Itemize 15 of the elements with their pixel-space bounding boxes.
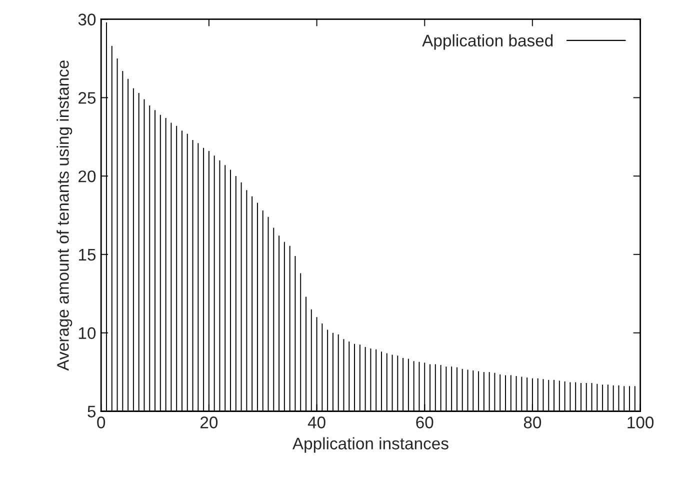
y-tick-label: 15 [78, 249, 96, 261]
y-tick-label: 30 [78, 14, 96, 26]
y-tick-label: 25 [78, 92, 96, 104]
y-axis-title: Average amount of tenants using instance [56, 60, 72, 371]
x-tick-label: 100 [628, 416, 654, 428]
x-axis-title: Application instances [292, 437, 448, 453]
x-tick-label: 60 [416, 416, 434, 428]
x-tick-label: 20 [200, 416, 218, 428]
x-tick-label: 80 [524, 416, 542, 428]
x-tick-label: 0 [97, 416, 106, 428]
x-tick-label: 40 [308, 416, 326, 428]
y-tick-label: 20 [78, 170, 96, 182]
legend-label: Application based [422, 34, 553, 50]
y-tick-label: 5 [88, 406, 96, 418]
y-tick-label: 10 [78, 327, 96, 340]
